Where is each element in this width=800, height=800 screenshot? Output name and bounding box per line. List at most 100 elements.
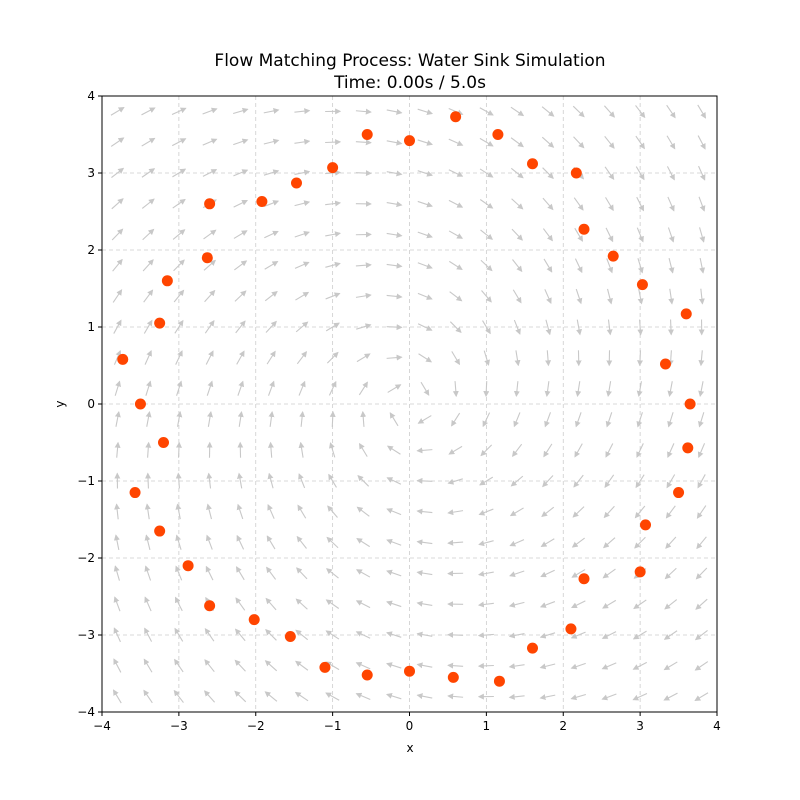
vector-arrow: [483, 381, 490, 398]
vector-arrow: [294, 200, 311, 207]
vector-arrow: [266, 350, 276, 365]
y-tick-label: −1: [77, 474, 95, 488]
vector-arrow: [328, 473, 337, 488]
data-point: [158, 437, 169, 448]
vector-arrow: [237, 380, 245, 396]
vector-arrow: [294, 691, 309, 702]
vector-arrow: [236, 503, 244, 520]
vector-arrow: [172, 198, 186, 209]
vector-arrow: [570, 631, 586, 639]
vector-arrow: [632, 661, 648, 670]
vector-arrow: [172, 229, 186, 240]
vector-arrow: [386, 108, 403, 115]
vector-arrow: [325, 599, 340, 609]
data-point: [319, 661, 331, 673]
data-point: [404, 665, 415, 677]
x-tick-label: 1: [483, 719, 491, 733]
vector-arrow: [667, 319, 674, 336]
vector-arrow: [295, 321, 309, 333]
vector-arrow: [636, 196, 645, 212]
vector-arrow: [325, 630, 340, 640]
vector-arrow: [604, 135, 615, 149]
vector-arrow: [541, 506, 555, 518]
vector-arrow: [418, 353, 433, 363]
vector-arrow: [236, 350, 245, 365]
vector-arrow: [142, 259, 154, 272]
vector-arrow: [511, 228, 523, 241]
vector-arrow: [636, 227, 644, 243]
vector-arrow: [541, 136, 555, 148]
vector-arrow: [174, 319, 184, 334]
vector-arrow: [234, 690, 247, 703]
vector-arrow: [695, 567, 708, 580]
vector-arrow: [234, 260, 248, 271]
vector-arrow: [603, 505, 615, 519]
vector-arrow: [325, 231, 341, 238]
vector-arrow: [513, 381, 520, 398]
vector-arrow: [174, 658, 184, 673]
vector-arrow: [420, 381, 430, 396]
vector-arrow: [294, 230, 310, 238]
vector-arrow: [325, 568, 339, 579]
vector-arrow: [636, 443, 644, 458]
vector-arrow: [604, 474, 615, 488]
data-point: [204, 600, 216, 612]
vector-arrow: [233, 107, 249, 114]
vector-arrow: [697, 104, 706, 119]
vector-arrow: [264, 290, 278, 302]
vector-arrow: [297, 504, 307, 519]
vector-arrow: [175, 534, 182, 550]
vector-arrow: [204, 628, 215, 642]
vector-arrow: [539, 694, 556, 701]
vector-arrow: [449, 260, 463, 270]
vector-arrow: [667, 196, 675, 212]
data-point: [636, 279, 648, 291]
x-tick-label: 4: [713, 719, 721, 733]
vector-arrow: [416, 631, 433, 638]
vector-arrow: [480, 444, 493, 457]
data-point: [327, 162, 339, 174]
vector-arrow: [481, 290, 492, 303]
vector-arrow: [355, 170, 372, 177]
vector-arrow: [416, 447, 433, 454]
data-point: [361, 129, 373, 140]
vector-arrow: [605, 197, 614, 212]
vector-arrow: [266, 566, 277, 580]
vector-arrow: [294, 169, 311, 176]
vector-arrow: [113, 534, 120, 551]
vector-arrow: [205, 565, 214, 581]
data-point: [680, 308, 692, 320]
vector-arrow: [265, 597, 277, 611]
vector-arrow: [203, 259, 217, 271]
vector-arrow: [203, 690, 216, 703]
x-tick-label: −3: [170, 719, 188, 733]
vector-arrow: [545, 319, 552, 336]
data-point: [284, 631, 296, 643]
vector-arrow: [264, 660, 278, 672]
vector-arrow: [697, 443, 706, 459]
vector-arrow: [386, 477, 402, 485]
vector-arrow: [355, 108, 372, 115]
vector-arrow: [386, 508, 402, 516]
data-point: [134, 398, 146, 410]
vector-arrow: [447, 631, 464, 638]
vector-arrow: [478, 570, 494, 577]
vector-arrow: [479, 168, 494, 178]
vector-arrow: [265, 320, 277, 333]
vector-arrow: [264, 691, 278, 702]
vector-arrow: [514, 350, 521, 367]
data-point: [117, 353, 129, 365]
vector-arrow: [570, 600, 586, 609]
y-axis-ticks: −4 −3 −2 −1 0 1 2 3 4: [77, 89, 102, 719]
data-point: [154, 317, 166, 329]
vector-arrow: [663, 692, 678, 701]
data-point: [182, 560, 194, 572]
vector-arrow: [477, 632, 494, 639]
vector-arrow: [541, 106, 555, 117]
vector-arrow: [416, 662, 433, 669]
vector-arrow: [509, 539, 525, 547]
vector-arrow: [416, 600, 433, 607]
vector-arrow: [698, 165, 706, 181]
vector-arrow: [173, 259, 185, 272]
vector-arrow: [360, 410, 367, 427]
